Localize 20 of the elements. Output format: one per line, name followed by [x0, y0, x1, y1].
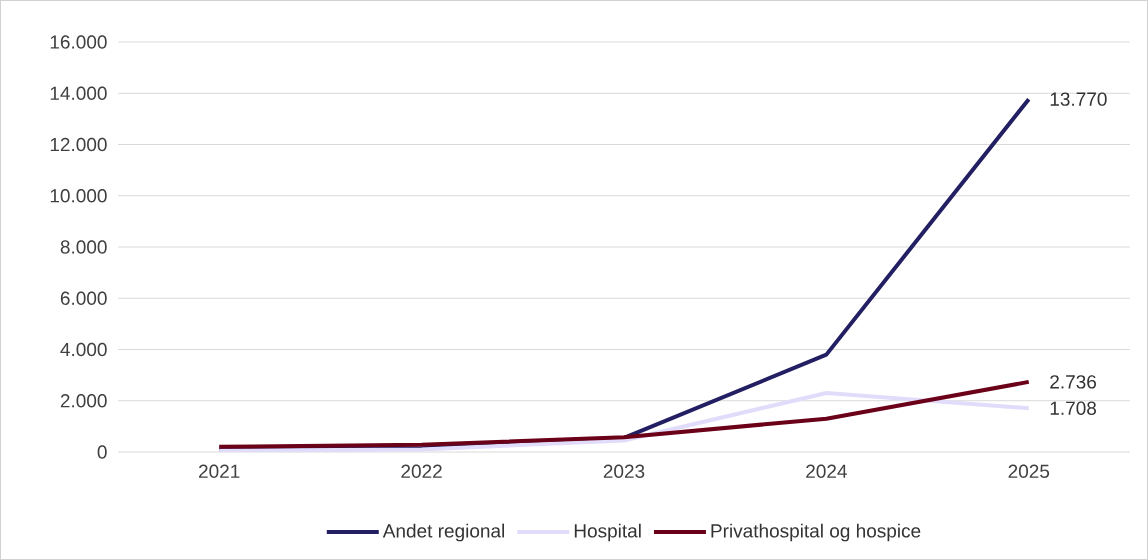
y-tick-label: 14.000: [50, 86, 107, 100]
x-tick-label: 2024: [806, 464, 847, 478]
legend-label: Privathospital og hospice: [711, 523, 921, 542]
y-tick-label: 0: [97, 445, 107, 459]
y-tick-label: 4.000: [60, 342, 107, 357]
x-tick-label: 2021: [199, 464, 240, 478]
x-tick-label: 2025: [1008, 464, 1050, 478]
data-label: 13.770: [1050, 92, 1107, 106]
data-label: 2.736: [1050, 375, 1097, 389]
y-tick-label: 8.000: [60, 240, 107, 254]
y-tick-label: 16.000: [50, 35, 107, 49]
y-tick-label: 2.000: [60, 394, 107, 408]
x-tick-label: 2022: [401, 464, 442, 478]
y-tick-label: 10.000: [50, 189, 107, 203]
y-tick-label: 12.000: [50, 137, 107, 152]
y-tick-label: 6.000: [60, 291, 107, 305]
legend-label: Hospital: [574, 523, 641, 542]
data-label: 1.708: [1050, 401, 1097, 415]
legend-label: Andet regional: [382, 523, 504, 542]
x-tick-label: 2023: [603, 464, 645, 478]
